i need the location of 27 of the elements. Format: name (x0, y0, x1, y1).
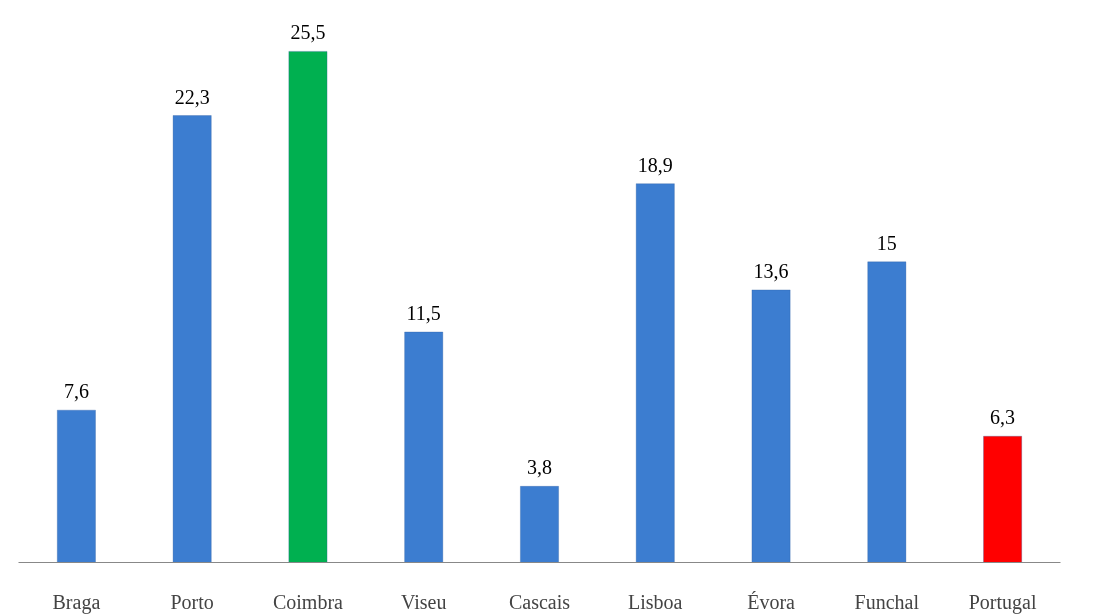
data-label: 18,9 (637, 153, 673, 176)
x-tick-label: Porto (170, 590, 214, 613)
bar (56, 409, 96, 563)
bar (519, 485, 560, 563)
data-label: 11,5 (406, 302, 441, 324)
bar (983, 435, 1023, 563)
data-label: 15 (876, 231, 897, 254)
bar (867, 261, 907, 563)
x-tick-label: Cascais (508, 590, 571, 613)
bar (288, 50, 328, 563)
data-label: 3,8 (527, 456, 552, 479)
x-tick-label: Évora (747, 590, 796, 613)
x-tick-label: Funchal (854, 590, 920, 613)
bar (172, 115, 212, 563)
bar (751, 289, 791, 563)
data-label: 13,6 (753, 259, 789, 282)
x-tick-label: Coimbra (272, 590, 344, 613)
bar (404, 331, 444, 563)
data-label: 25,5 (290, 21, 326, 44)
x-tick-label: Braga (52, 590, 101, 614)
x-tick-label: Lisboa (628, 590, 683, 613)
data-label: 7,6 (63, 380, 89, 403)
data-label: 6,3 (990, 406, 1016, 429)
bar (635, 183, 675, 563)
data-label: 22,3 (174, 85, 210, 108)
x-tick-label: Viseu (400, 590, 447, 613)
x-tick-label: Portugal (968, 590, 1037, 614)
